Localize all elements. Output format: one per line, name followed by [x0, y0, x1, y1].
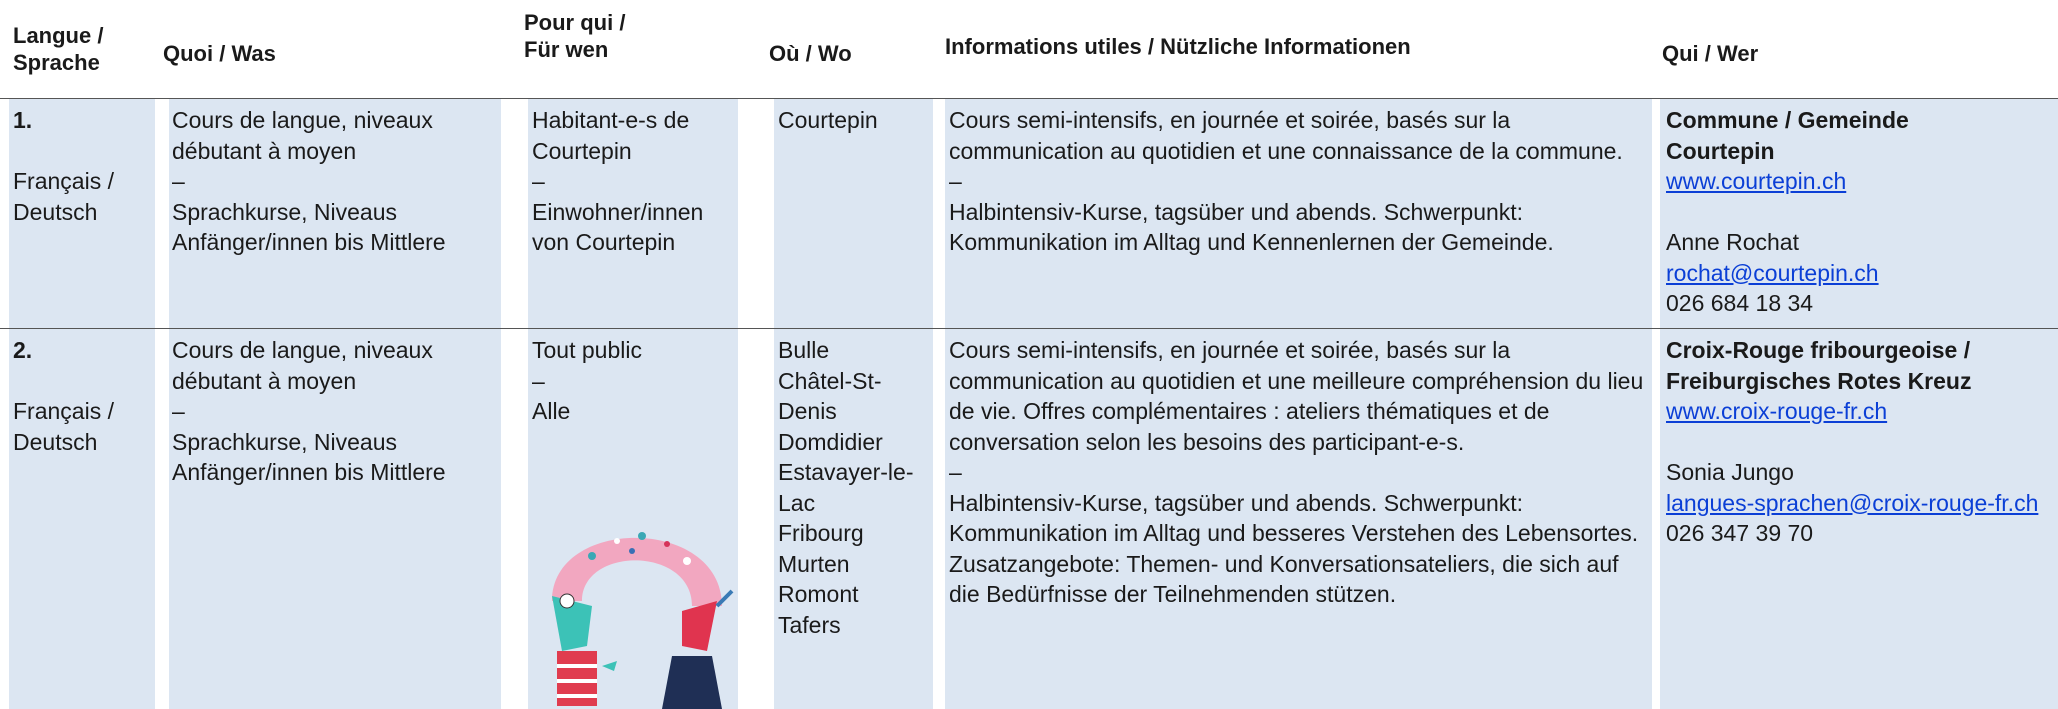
- cell-background: [1660, 98, 2058, 328]
- organization: Commune / Gemeinde Courtepin: [1666, 107, 1909, 164]
- cell-background: [169, 98, 501, 328]
- cell-background: [528, 98, 738, 328]
- where-line: Romont: [778, 581, 859, 607]
- where-line: Bulle: [778, 337, 830, 363]
- website-link[interactable]: www.courtepin.ch: [1666, 168, 1847, 194]
- organization: Croix-Rouge fribourgeoise / Freiburgisch…: [1666, 337, 1972, 394]
- cell-background: [9, 328, 155, 709]
- spacer: [13, 366, 153, 397]
- language: Français / Deutsch: [13, 398, 114, 455]
- column-header: Quoi / Was: [163, 41, 276, 66]
- info-cell: Cours semi-intensifs, en journée et soir…: [949, 105, 1647, 258]
- contact-cell: Commune / Gemeinde Courtepin www.courtepi…: [1666, 105, 2058, 319]
- cell-background: [774, 98, 933, 328]
- info-line: Halbintensiv-Kurse, tagsüber und abends.…: [949, 489, 1639, 608]
- row-rule: [0, 98, 2058, 99]
- spacer: [1666, 427, 2058, 458]
- for-whom-line: –: [532, 367, 545, 394]
- language: Français / Deutsch: [13, 168, 114, 225]
- what-cell: Cours de langue, niveaux débutant à moye…: [172, 335, 498, 488]
- email-link[interactable]: langues-sprachen@croix-rouge-fr.ch: [1666, 489, 2039, 516]
- where-cell: Courtepin: [778, 105, 923, 136]
- language-cell: 2. Français / Deutsch: [13, 335, 153, 457]
- column-header: Pour qui / Für wen: [524, 10, 626, 62]
- what-line: Cours de langue, niveaux débutant à moye…: [172, 337, 433, 394]
- contact-person: Sonia Jungo: [1666, 459, 1794, 485]
- for-whom-line: Einwohner/innen von Courtepin: [532, 198, 704, 256]
- where-cell: Bulle Châtel-St-Denis Domdidier Estavayer-l…: [778, 335, 923, 640]
- row-rule: [0, 328, 2058, 329]
- contact-person: Anne Rochat: [1666, 229, 1799, 255]
- for-whom-cell: Habitant-e-s de Courtepin – Einwohner/inne…: [532, 105, 736, 258]
- where-line: Domdidier: [778, 428, 883, 455]
- phone: 026 347 39 70: [1666, 520, 1814, 546]
- cell-background: [9, 98, 155, 328]
- row-number: 1.: [13, 107, 33, 133]
- contact-cell: Croix-Rouge fribourgeoise / Freiburgisch…: [1666, 335, 2058, 549]
- phone: 026 684 18 34: [1666, 290, 1814, 316]
- where-line: Estavayer-le-Lac: [778, 459, 914, 516]
- what-line: Sprachkurse, Niveaus Anfänger/innen bis …: [172, 428, 446, 486]
- for-whom-line: –: [532, 168, 545, 194]
- info-line: –: [949, 168, 962, 194]
- email-link[interactable]: rochat@courtepin.ch: [1666, 259, 1879, 286]
- row-number: 2.: [13, 337, 33, 363]
- for-whom-line: Tout public: [532, 337, 642, 363]
- what-line: –: [172, 398, 185, 424]
- cell-background: [945, 328, 1652, 709]
- what-line: Cours de langue, niveaux débutant à moye…: [172, 107, 433, 164]
- where-line: Châtel-St-Denis: [778, 367, 882, 425]
- for-whom-line: Alle: [532, 398, 571, 424]
- where-line: Courtepin: [778, 107, 878, 133]
- illustration: [552, 532, 734, 709]
- info-line: Cours semi-intensifs, en journée et soir…: [949, 337, 1644, 455]
- what-line: Sprachkurse, Niveaus Anfänger/innen bis …: [172, 198, 446, 256]
- for-whom-cell: Tout public – Alle: [532, 335, 736, 427]
- info-cell: Cours semi-intensifs, en journée et soir…: [949, 335, 1647, 610]
- spacer: [1666, 197, 2058, 228]
- what-cell: Cours de langue, niveaux débutant à moye…: [172, 105, 498, 258]
- column-header: Langue / Sprache: [13, 23, 104, 75]
- cell-background: [169, 328, 501, 709]
- spacer: [13, 136, 153, 167]
- column-header: Informations utiles / Nützliche Informat…: [945, 34, 1411, 59]
- info-line: Cours semi-intensifs, en journée et soir…: [949, 107, 1623, 164]
- website-link[interactable]: www.croix-rouge-fr.ch: [1666, 398, 1888, 424]
- what-line: –: [172, 168, 185, 194]
- where-line: Tafers: [778, 611, 841, 638]
- where-line: Murten: [778, 550, 850, 577]
- info-line: Halbintensiv-Kurse, tagsüber und abends.…: [949, 198, 1554, 256]
- cell-background: [774, 328, 933, 709]
- cell-background: [1660, 328, 2058, 709]
- info-line: –: [949, 459, 962, 485]
- language-cell: 1. Français / Deutsch: [13, 105, 153, 227]
- column-header: Où / Wo: [769, 41, 852, 66]
- for-whom-line: Habitant-e-s de Courtepin: [532, 107, 690, 164]
- where-line: Fribourg: [778, 520, 864, 546]
- cell-background: [945, 98, 1652, 328]
- column-header: Qui / Wer: [1662, 41, 1759, 66]
